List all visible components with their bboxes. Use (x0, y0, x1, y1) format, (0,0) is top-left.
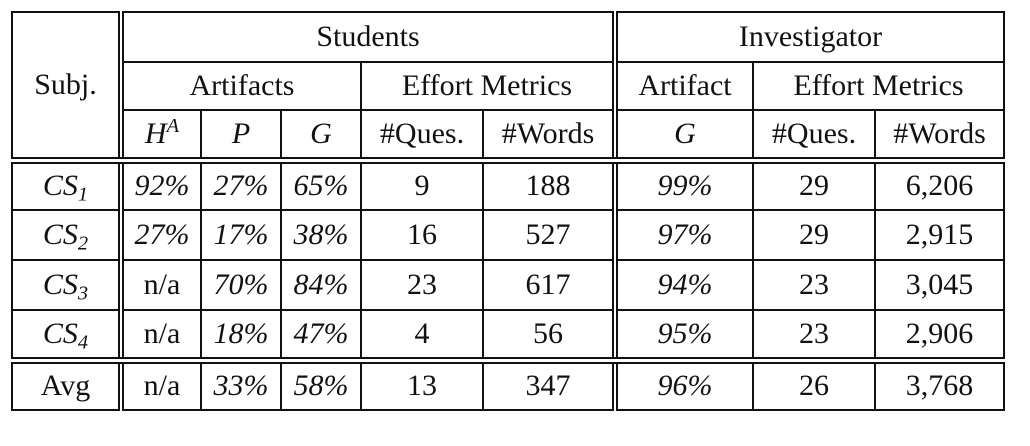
cell-g: 84% (280, 259, 362, 311)
subject-header: Subj. (11, 11, 124, 164)
avg-cell-words: 347 (482, 359, 618, 411)
avg-cell-inv-words: 3,768 (874, 359, 1005, 411)
row-label: CS4 (11, 309, 124, 364)
cell-inv-words: 2,915 (874, 209, 1005, 261)
cell-words: 56 (482, 309, 618, 364)
cell-words: 527 (482, 209, 618, 261)
cell-inv-g: 97% (614, 209, 754, 261)
cell-inv-ques: 23 (752, 259, 876, 311)
row-label: CS1 (11, 159, 124, 211)
words-column-header: #Words (482, 109, 618, 164)
cell-words: 188 (482, 159, 618, 211)
avg-cell-inv-ques: 26 (752, 359, 876, 411)
cell-ques: 16 (360, 209, 484, 261)
cell-h: n/a (120, 259, 202, 311)
cell-h: n/a (120, 309, 202, 364)
avg-cell-h: n/a (120, 359, 202, 411)
cell-h: 27% (120, 209, 202, 261)
avg-cell-g: 58% (280, 359, 362, 411)
table-row: CS3 n/a 70% 84% 23 617 94% 23 3,045 (11, 259, 1005, 311)
cell-ques: 4 (360, 309, 484, 364)
cell-inv-words: 2,906 (874, 309, 1005, 364)
cell-g: 38% (280, 209, 362, 261)
table-row: CS2 27% 17% 38% 16 527 97% 29 2,915 (11, 209, 1005, 261)
artifacts-header: Artifacts (120, 61, 362, 111)
effort-metrics-header: Effort Metrics (360, 61, 618, 111)
cell-inv-words: 3,045 (874, 259, 1005, 311)
investigator-header: Investigator (614, 11, 1005, 63)
avg-label: Avg (11, 359, 124, 411)
header-row-columns: HA P G #Ques. #Words G #Ques. #Words (12, 109, 1005, 164)
cell-inv-ques: 29 (752, 209, 876, 261)
cell-words: 617 (482, 259, 618, 311)
ques-column-header: #Ques. (360, 109, 484, 164)
h-a-column-header: HA (120, 109, 202, 164)
cell-inv-ques: 29 (752, 159, 876, 211)
cell-p: 18% (200, 309, 282, 364)
avg-cell-p: 33% (200, 359, 282, 411)
cell-ques: 9 (360, 159, 484, 211)
cell-p: 70% (200, 259, 282, 311)
average-row: Avg n/a 33% 58% 13 347 96% 26 3,768 (11, 359, 1005, 411)
p-column-header: P (200, 109, 282, 164)
header-row-groups: Subj. Students Investigator (11, 11, 1005, 164)
table-row: CS1 92% 27% 65% 9 188 99% 29 6,206 (11, 159, 1005, 211)
cell-p: 17% (200, 209, 282, 261)
cell-g: 65% (280, 159, 362, 211)
row-label: CS3 (11, 259, 124, 311)
cell-inv-g: 95% (614, 309, 754, 364)
cell-ques: 23 (360, 259, 484, 311)
students-header: Students (120, 11, 618, 63)
avg-cell-inv-g: 96% (614, 359, 754, 411)
g-column-header: G (280, 109, 362, 164)
artifact-header: Artifact (614, 61, 754, 111)
table-row: CS4 n/a 18% 47% 4 56 95% 23 2,906 (11, 309, 1005, 364)
cell-inv-g: 99% (614, 159, 754, 211)
row-label: CS2 (11, 209, 124, 261)
cell-inv-words: 6,206 (874, 159, 1005, 211)
investigator-effort-metrics-header: Effort Metrics (752, 61, 1005, 111)
header-row-categories: Artifacts Effort Metrics Artifact Effort… (12, 61, 1005, 111)
investigator-g-column-header: G (614, 109, 754, 164)
results-table: Subj. Students Investigator Artifacts Ef… (11, 11, 1005, 411)
cell-p: 27% (200, 159, 282, 211)
avg-cell-ques: 13 (360, 359, 484, 411)
investigator-words-column-header: #Words (874, 109, 1005, 164)
cell-h: 92% (120, 159, 202, 211)
investigator-ques-column-header: #Ques. (752, 109, 876, 164)
cell-inv-ques: 23 (752, 309, 876, 364)
cell-g: 47% (280, 309, 362, 364)
cell-inv-g: 94% (614, 259, 754, 311)
